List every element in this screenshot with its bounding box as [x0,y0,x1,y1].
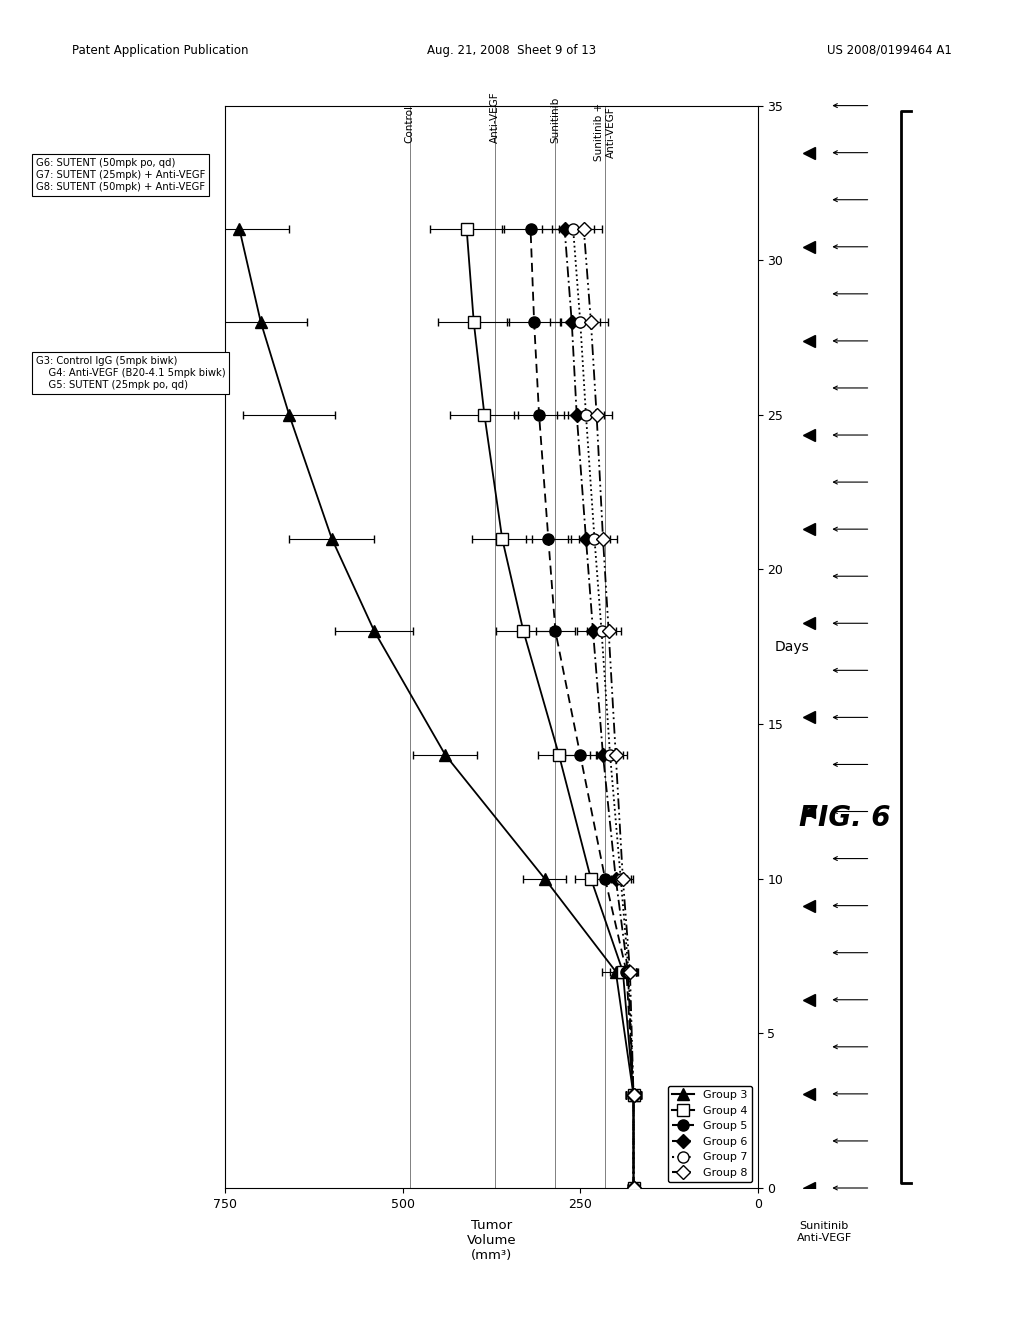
Legend: Group 3, Group 4, Group 5, Group 6, Group 7, Group 8: Group 3, Group 4, Group 5, Group 6, Grou… [668,1086,753,1183]
Text: Sunitinib
Anti-VEGF: Sunitinib Anti-VEGF [797,1221,852,1242]
Text: FIG. 6: FIG. 6 [799,804,890,833]
Text: Sunitinib +
Anti-VEGF: Sunitinib + Anti-VEGF [594,103,615,161]
Y-axis label: Days: Days [774,640,809,653]
Text: G3: Control IgG (5mpk biwk)
    G4: Anti-VEGF (B20-4.1 5mpk biwk)
    G5: SUTENT: G3: Control IgG (5mpk biwk) G4: Anti-VEG… [36,356,225,389]
Text: G6: SUTENT (50mpk po, qd)
G7: SUTENT (25mpk) + Anti-VEGF
G8: SUTENT (50mpk) + An: G6: SUTENT (50mpk po, qd) G7: SUTENT (25… [36,158,205,191]
X-axis label: Tumor
Volume
(mm³): Tumor Volume (mm³) [467,1220,516,1262]
Text: Control: Control [404,104,415,143]
Text: US 2008/0199464 A1: US 2008/0199464 A1 [827,44,952,57]
Text: Patent Application Publication: Patent Application Publication [72,44,248,57]
Text: Anti-VEGF: Anti-VEGF [490,91,500,143]
Text: Aug. 21, 2008  Sheet 9 of 13: Aug. 21, 2008 Sheet 9 of 13 [427,44,597,57]
Text: Sunitinib: Sunitinib [551,96,560,143]
